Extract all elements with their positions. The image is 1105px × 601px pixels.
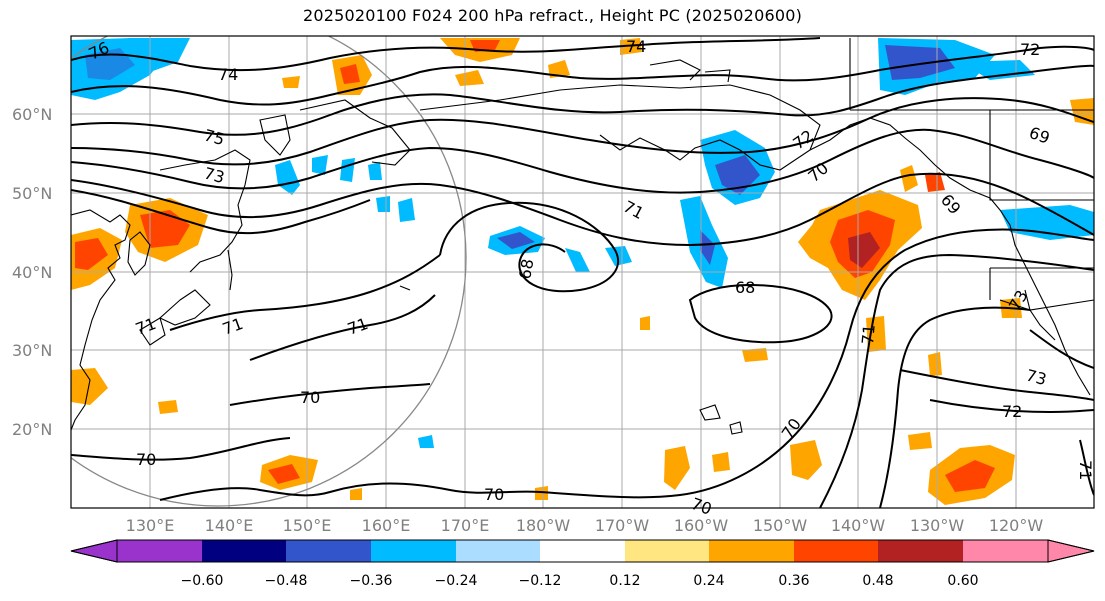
lon-label: 120°W	[989, 516, 1044, 535]
lon-label: 180°W	[516, 516, 571, 535]
lon-label: 140°W	[831, 516, 886, 535]
colorbar-extend-low-arrow	[70, 539, 118, 563]
lat-label-60n: 60°N	[12, 105, 52, 124]
lon-label: 150°W	[753, 516, 808, 535]
lat-label-40n: 40°N	[12, 263, 52, 282]
lat-label-20n: 20°N	[12, 420, 52, 439]
positive-anomaly-shading	[71, 38, 1094, 505]
contour-label: 68	[735, 278, 755, 297]
colorbar-tick-label: −0.48	[265, 573, 308, 589]
latitude-labels: 60°N 50°N 40°N 30°N 20°N	[12, 105, 52, 439]
colorbar-segment	[117, 540, 202, 562]
colorbar-extend-high	[1047, 539, 1095, 563]
contour-labels: 76 74 74 75 73 72 72 70 69 71 71 71 69 6…	[86, 37, 1095, 519]
colorbar-tick-label: 0.60	[947, 573, 978, 589]
height-contours	[71, 37, 1094, 508]
colorbar-tick-label: −0.60	[181, 573, 224, 589]
contour-label: 71	[858, 323, 879, 345]
contour-label: 73	[202, 164, 227, 188]
lon-label: 140°E	[205, 516, 254, 535]
colorbar-segment	[202, 540, 286, 562]
contour-label: 74	[218, 65, 238, 84]
graticule	[71, 36, 1094, 508]
contour-label: 70	[136, 450, 156, 469]
colorbar-labels: −0.60 −0.48 −0.36 −0.24 −0.12 0.12 0.24 …	[181, 573, 979, 589]
coastlines	[71, 38, 1094, 435]
lon-label: 160°E	[362, 516, 411, 535]
colorbar-tick-label: 0.12	[609, 573, 640, 589]
contour-label: 72	[1020, 40, 1040, 59]
map-title: 2025020100 F024 200 hPa refract., Height…	[302, 6, 803, 25]
contour-label: 68	[515, 257, 537, 280]
longitude-labels: 130°E 140°E 150°E 160°E 170°E 180°W 170°…	[126, 516, 1044, 535]
colorbar-segment	[963, 540, 1048, 562]
contour-label: 70	[300, 388, 320, 407]
colorbar-segment	[625, 540, 709, 562]
lon-label: 150°E	[283, 516, 332, 535]
colorbar-tick-label: 0.48	[862, 573, 893, 589]
colorbar-segment	[286, 540, 371, 562]
contour-label: 74	[626, 37, 646, 56]
lat-label-50n: 50°N	[12, 184, 52, 203]
colorbar-tick-label: 0.36	[778, 573, 809, 589]
colorbar-segment	[540, 540, 625, 562]
plot-frame	[70, 35, 1095, 509]
lat-label-30n: 30°N	[12, 341, 52, 360]
contour-label: 75	[202, 126, 227, 150]
range-ring	[71, 36, 467, 507]
colorbar-segment	[709, 540, 794, 562]
colorbar-segment	[794, 540, 878, 562]
colorbar-tick-label: −0.36	[350, 573, 393, 589]
contour-label: 72	[1002, 402, 1022, 421]
contour-label: 71	[1076, 460, 1095, 480]
colorbar-outline	[70, 539, 1095, 563]
lon-label: 130°W	[910, 516, 965, 535]
lon-label: 170°E	[441, 516, 490, 535]
lon-label: 130°E	[126, 516, 175, 535]
colorbar-tick-label: −0.24	[435, 573, 478, 589]
colorbar-segment	[456, 540, 540, 562]
contour-label: 70	[484, 485, 504, 504]
colorbar	[70, 539, 1095, 563]
lon-label: 160°W	[674, 516, 729, 535]
contour-label: 73	[1024, 366, 1049, 390]
colorbar-tick-label: 0.24	[693, 573, 724, 589]
colorbar-segment	[371, 540, 456, 562]
lon-label: 170°W	[595, 516, 650, 535]
colorbar-segment	[878, 540, 963, 562]
colorbar-tick-label: −0.12	[519, 573, 562, 589]
